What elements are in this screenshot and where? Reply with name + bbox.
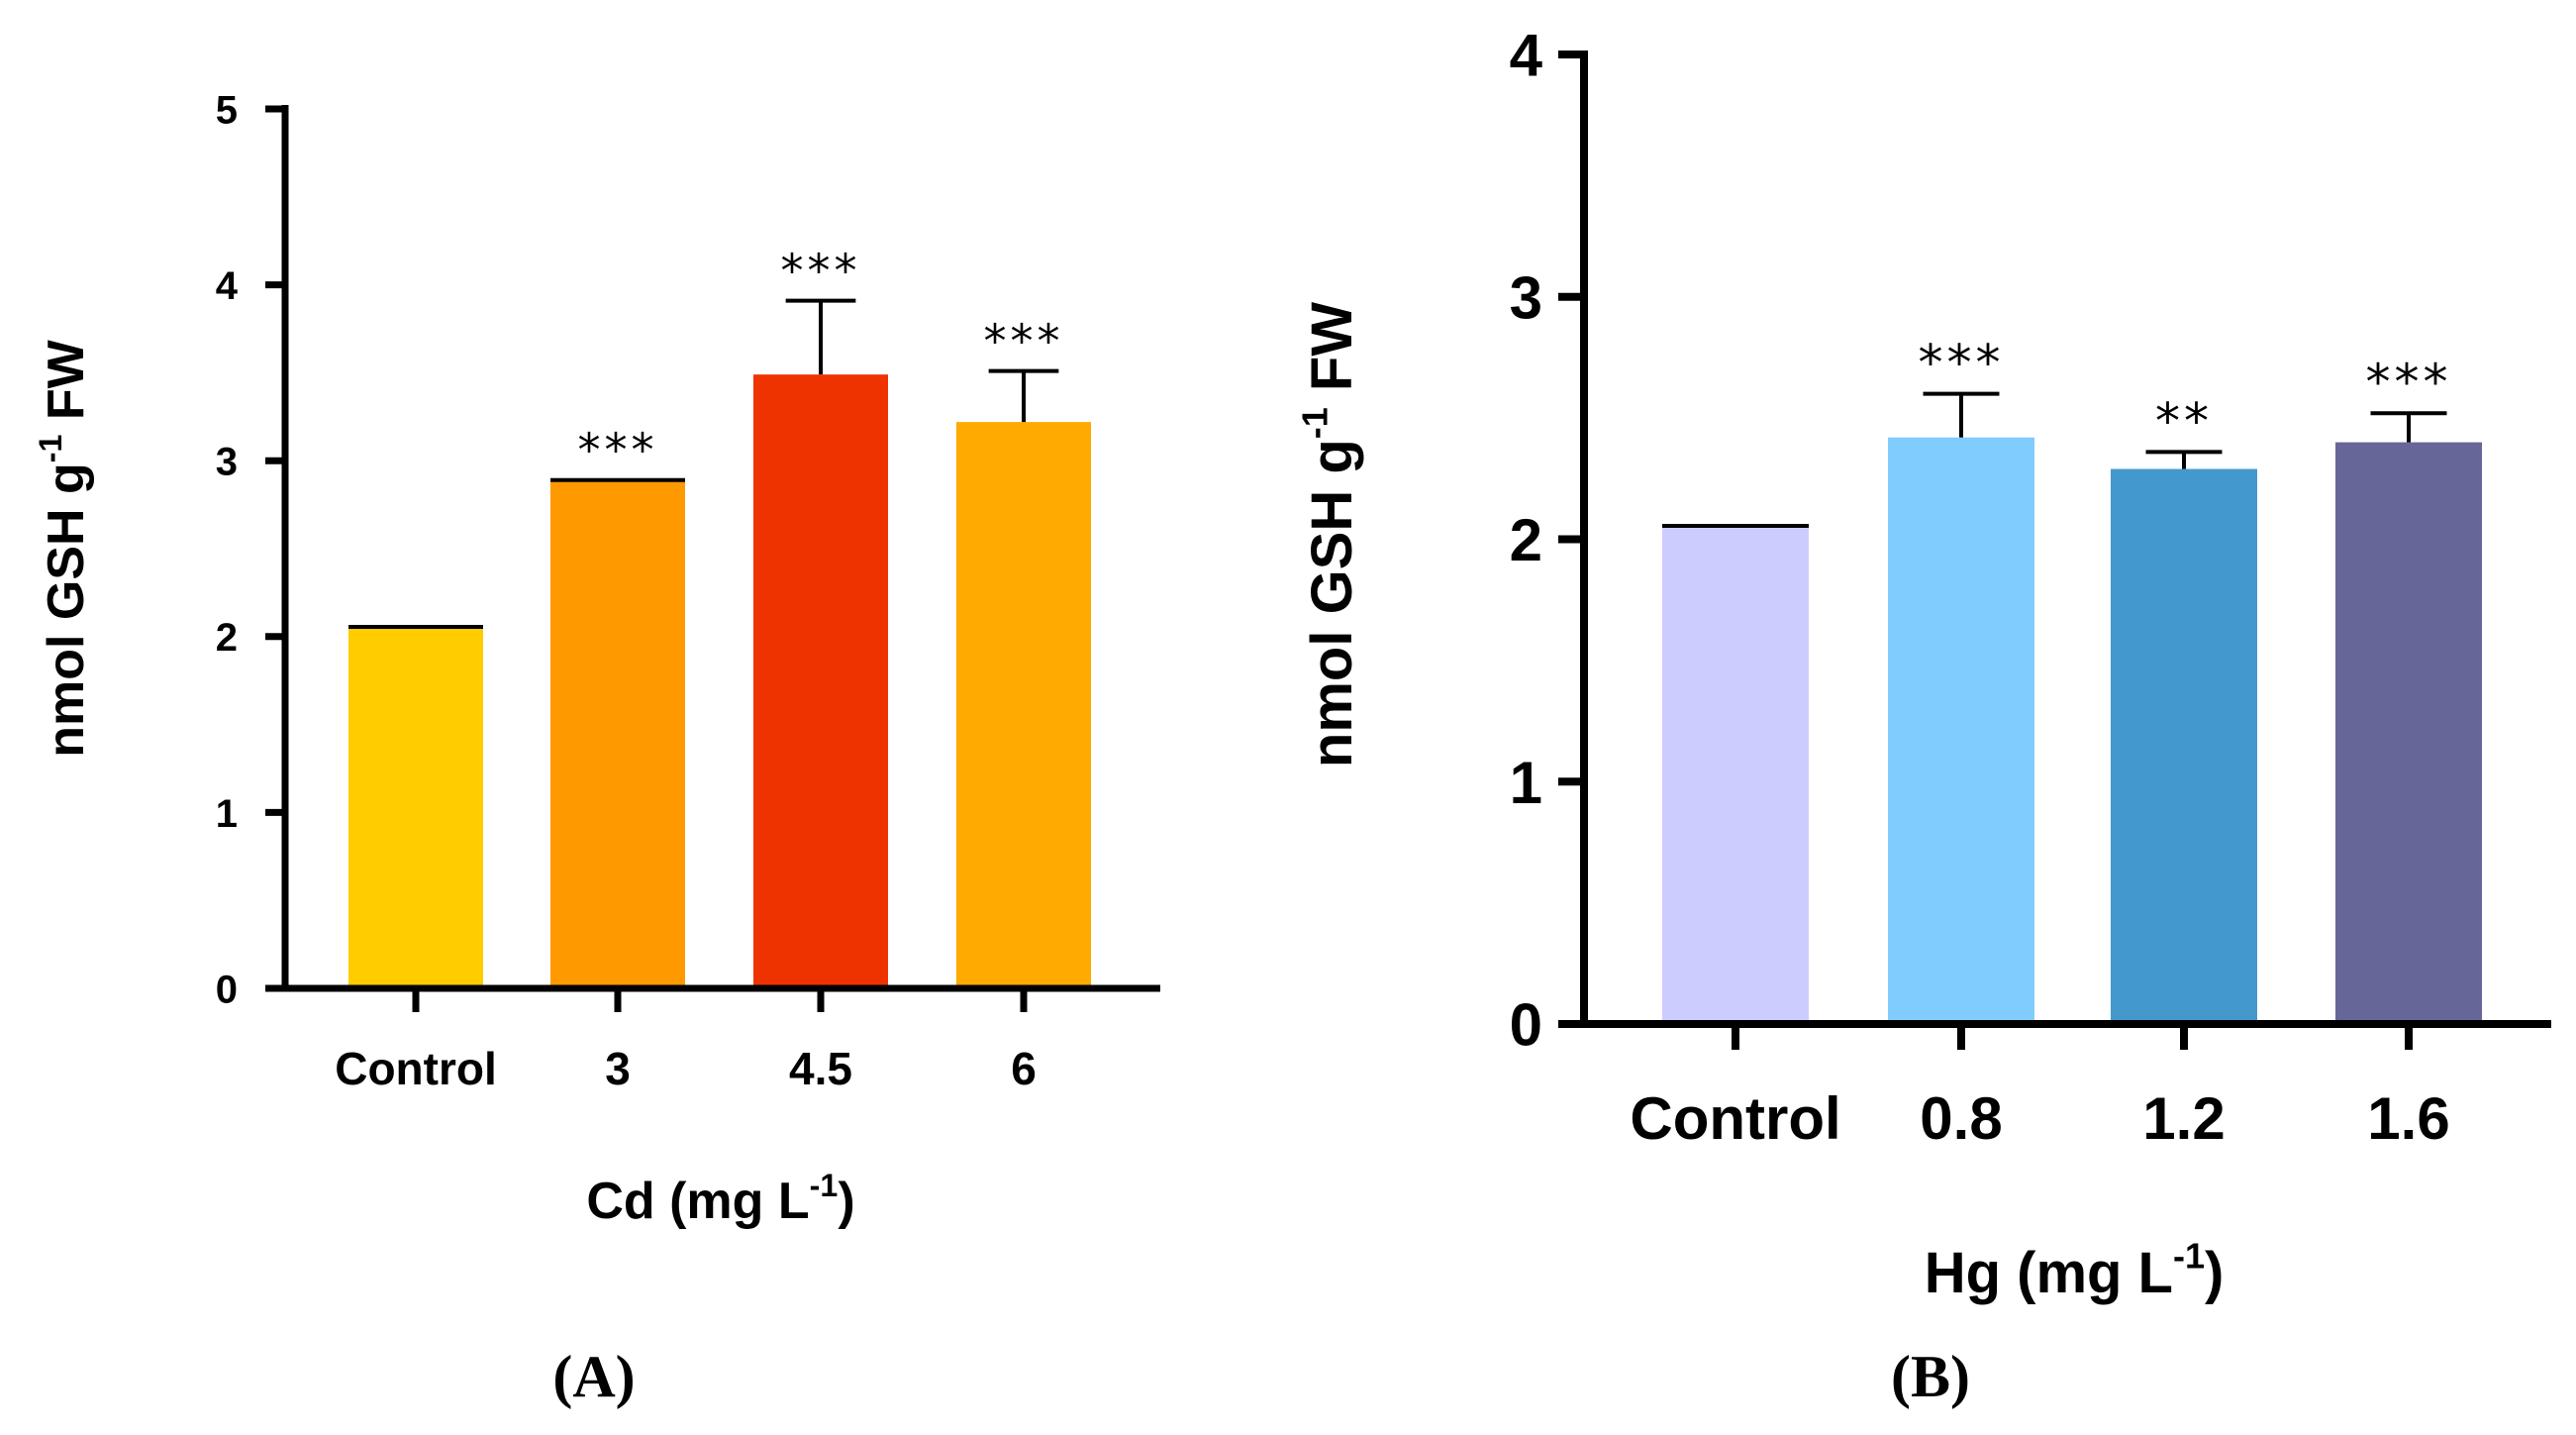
y-axis-title-end: FW [38, 339, 95, 434]
x-axis-title-end: ) [838, 1173, 854, 1230]
panel-label: (A) [552, 1344, 635, 1409]
error-bar [988, 368, 1059, 423]
y-tick-label: 1 [1510, 750, 1542, 816]
y-tick-label: 3 [216, 441, 238, 484]
y-tick-label: 0 [216, 968, 238, 1011]
bar-4-5 [753, 374, 888, 988]
x-tick-label: 1.6 [2367, 1085, 2449, 1152]
significance-label: *** [2366, 354, 2452, 411]
error-bar [1662, 524, 1809, 529]
x-tick-label: 3 [605, 1043, 631, 1094]
bar-control [1662, 527, 1809, 1024]
x-tick-label: 6 [1011, 1043, 1037, 1094]
y-tick-label: 5 [216, 88, 238, 132]
y-tick-label: 0 [1510, 992, 1542, 1059]
x-tick-label: 0.8 [1920, 1085, 2002, 1152]
x-axis-title-main: Hg (mg L [1925, 1241, 2173, 1305]
error-bar [550, 477, 685, 482]
x-axis-title: Cd (mg L-1) [586, 1168, 854, 1230]
x-tick-label: 4.5 [789, 1043, 852, 1094]
bar-3 [550, 481, 685, 988]
y-tick-label: 1 [216, 792, 238, 836]
y-tick-label: 2 [216, 616, 238, 660]
y-axis-title-main: nmol GSH g [38, 462, 95, 758]
y-axis-title-sup: -1 [33, 434, 68, 462]
significance-label: *** [781, 245, 861, 298]
x-axis-title-main: Cd (mg L [586, 1173, 809, 1230]
y-axis-title-end: FW [1300, 302, 1364, 408]
y-tick-label: 4 [216, 264, 239, 308]
significance-label: ** [2155, 392, 2213, 450]
y-tick-label: 4 [1510, 23, 1543, 89]
x-axis-title: Hg (mg L-1) [1925, 1236, 2225, 1305]
x-tick-label: Control [1630, 1085, 1840, 1152]
x-axis-title-end: ) [2205, 1241, 2224, 1305]
error-bar [785, 298, 856, 375]
x-axis-title-sup: -1 [810, 1168, 839, 1203]
x-axis-title-sup: -1 [2173, 1236, 2205, 1277]
y-axis-title: nmol GSH g-1 FW [1295, 302, 1364, 768]
y-tick-label: 2 [1510, 507, 1542, 573]
bar-1-6 [2335, 442, 2482, 1025]
significance-label: *** [984, 315, 1064, 368]
y-axis-title-sup: -1 [1295, 407, 1336, 439]
error-bar [1923, 391, 2000, 438]
significance-label: *** [578, 424, 658, 477]
significance-label: *** [1919, 335, 2005, 392]
panel-label: (B) [1891, 1344, 1970, 1409]
x-tick-label: Control [335, 1043, 497, 1094]
bar-6 [956, 422, 1091, 988]
x-tick-label: 1.2 [2142, 1085, 2225, 1152]
y-axis-title: nmol GSH g-1 FW [33, 339, 95, 757]
bar-control [348, 627, 483, 988]
bar-1-2 [2111, 468, 2257, 1025]
error-bar [348, 625, 483, 630]
error-bar [2145, 450, 2223, 469]
bar-0-8 [1888, 437, 2034, 1025]
y-tick-label: 3 [1510, 264, 1542, 331]
error-bar [2370, 411, 2447, 443]
y-axis-title-main: nmol GSH g [1300, 439, 1364, 768]
